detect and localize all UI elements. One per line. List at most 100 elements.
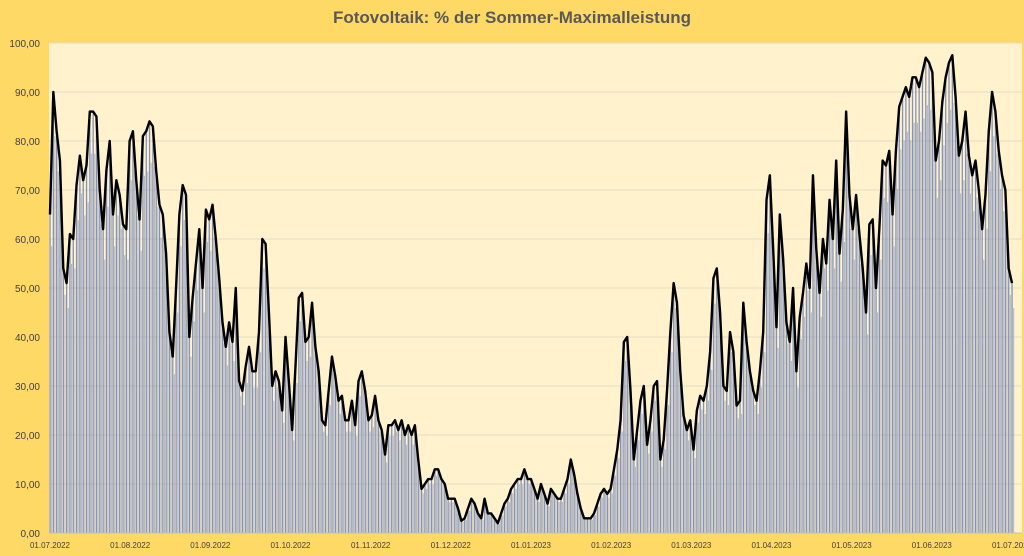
bar xyxy=(69,234,71,533)
bar xyxy=(270,334,272,533)
bar xyxy=(737,418,739,533)
bar xyxy=(634,466,637,533)
x-tick-label: 01.05.2023 xyxy=(832,541,873,550)
bar xyxy=(328,390,330,533)
bar xyxy=(746,341,748,533)
bar xyxy=(124,255,126,534)
bar xyxy=(271,386,273,533)
x-tick-label: 01.02.2023 xyxy=(591,541,632,550)
bar xyxy=(810,312,812,533)
bar xyxy=(425,488,428,533)
bar xyxy=(905,87,907,533)
bar xyxy=(906,131,909,533)
bar xyxy=(291,430,293,533)
bar xyxy=(276,387,278,533)
bar xyxy=(377,420,380,533)
bar xyxy=(774,277,776,533)
bar xyxy=(714,303,716,533)
bar xyxy=(941,101,944,534)
bar xyxy=(704,413,706,533)
bar xyxy=(688,440,690,533)
bar xyxy=(610,488,612,533)
bar xyxy=(198,229,200,533)
bar xyxy=(467,508,469,533)
bar xyxy=(739,400,741,533)
bar xyxy=(485,502,487,533)
bar xyxy=(842,209,844,533)
bar xyxy=(940,180,942,533)
bar xyxy=(528,484,530,533)
bar xyxy=(424,484,426,533)
bar xyxy=(442,484,444,533)
bar xyxy=(613,469,615,533)
bar xyxy=(334,376,336,533)
bar xyxy=(663,439,665,533)
bar xyxy=(983,259,985,533)
bar xyxy=(682,415,685,533)
bar xyxy=(347,420,350,533)
bar xyxy=(727,405,729,533)
bar xyxy=(525,475,527,533)
bar xyxy=(797,387,799,533)
bar xyxy=(445,488,447,533)
bar xyxy=(767,233,769,533)
bar xyxy=(503,503,506,533)
bar xyxy=(701,409,703,533)
bar xyxy=(678,325,680,533)
bar xyxy=(548,506,550,533)
bar xyxy=(676,302,678,533)
bar xyxy=(64,294,66,533)
bar xyxy=(510,488,512,533)
bar xyxy=(825,263,827,533)
bar xyxy=(72,239,74,533)
bar xyxy=(993,136,995,533)
bar xyxy=(474,503,476,533)
bar xyxy=(1003,211,1005,533)
bar xyxy=(449,502,451,533)
bar xyxy=(717,294,719,533)
bar xyxy=(172,356,174,533)
bar xyxy=(845,111,847,533)
bar xyxy=(404,435,406,533)
bar xyxy=(216,268,219,533)
bar xyxy=(437,469,439,533)
bar xyxy=(950,109,952,533)
bar xyxy=(832,239,834,533)
bar xyxy=(56,131,58,533)
bar xyxy=(482,519,484,533)
bar xyxy=(669,332,672,533)
bar xyxy=(918,87,920,533)
bar xyxy=(266,272,268,533)
bar xyxy=(935,160,937,533)
bar xyxy=(805,263,808,533)
bar xyxy=(883,197,885,533)
bar xyxy=(480,518,482,533)
bar xyxy=(364,390,366,533)
bar xyxy=(926,105,928,533)
bar xyxy=(847,153,849,534)
bar xyxy=(649,420,652,533)
bar xyxy=(230,343,232,533)
bar xyxy=(566,479,569,533)
bar xyxy=(770,211,773,533)
bar xyxy=(392,435,394,533)
bar xyxy=(945,77,947,534)
bar xyxy=(862,268,864,533)
bar xyxy=(646,444,648,533)
bar xyxy=(885,165,887,533)
bar xyxy=(757,413,759,533)
bar xyxy=(882,160,884,533)
bar xyxy=(260,352,262,533)
bar xyxy=(142,136,144,533)
y-tick-label: 0,00 xyxy=(21,529,41,540)
bar xyxy=(387,425,390,533)
bar xyxy=(67,308,69,533)
bar xyxy=(175,288,177,533)
bar xyxy=(137,215,139,534)
bar xyxy=(586,518,589,533)
bar xyxy=(162,214,164,533)
bar xyxy=(809,288,811,533)
bar xyxy=(406,444,408,533)
bar xyxy=(430,479,433,533)
y-tick-label: 100,00 xyxy=(9,39,40,50)
